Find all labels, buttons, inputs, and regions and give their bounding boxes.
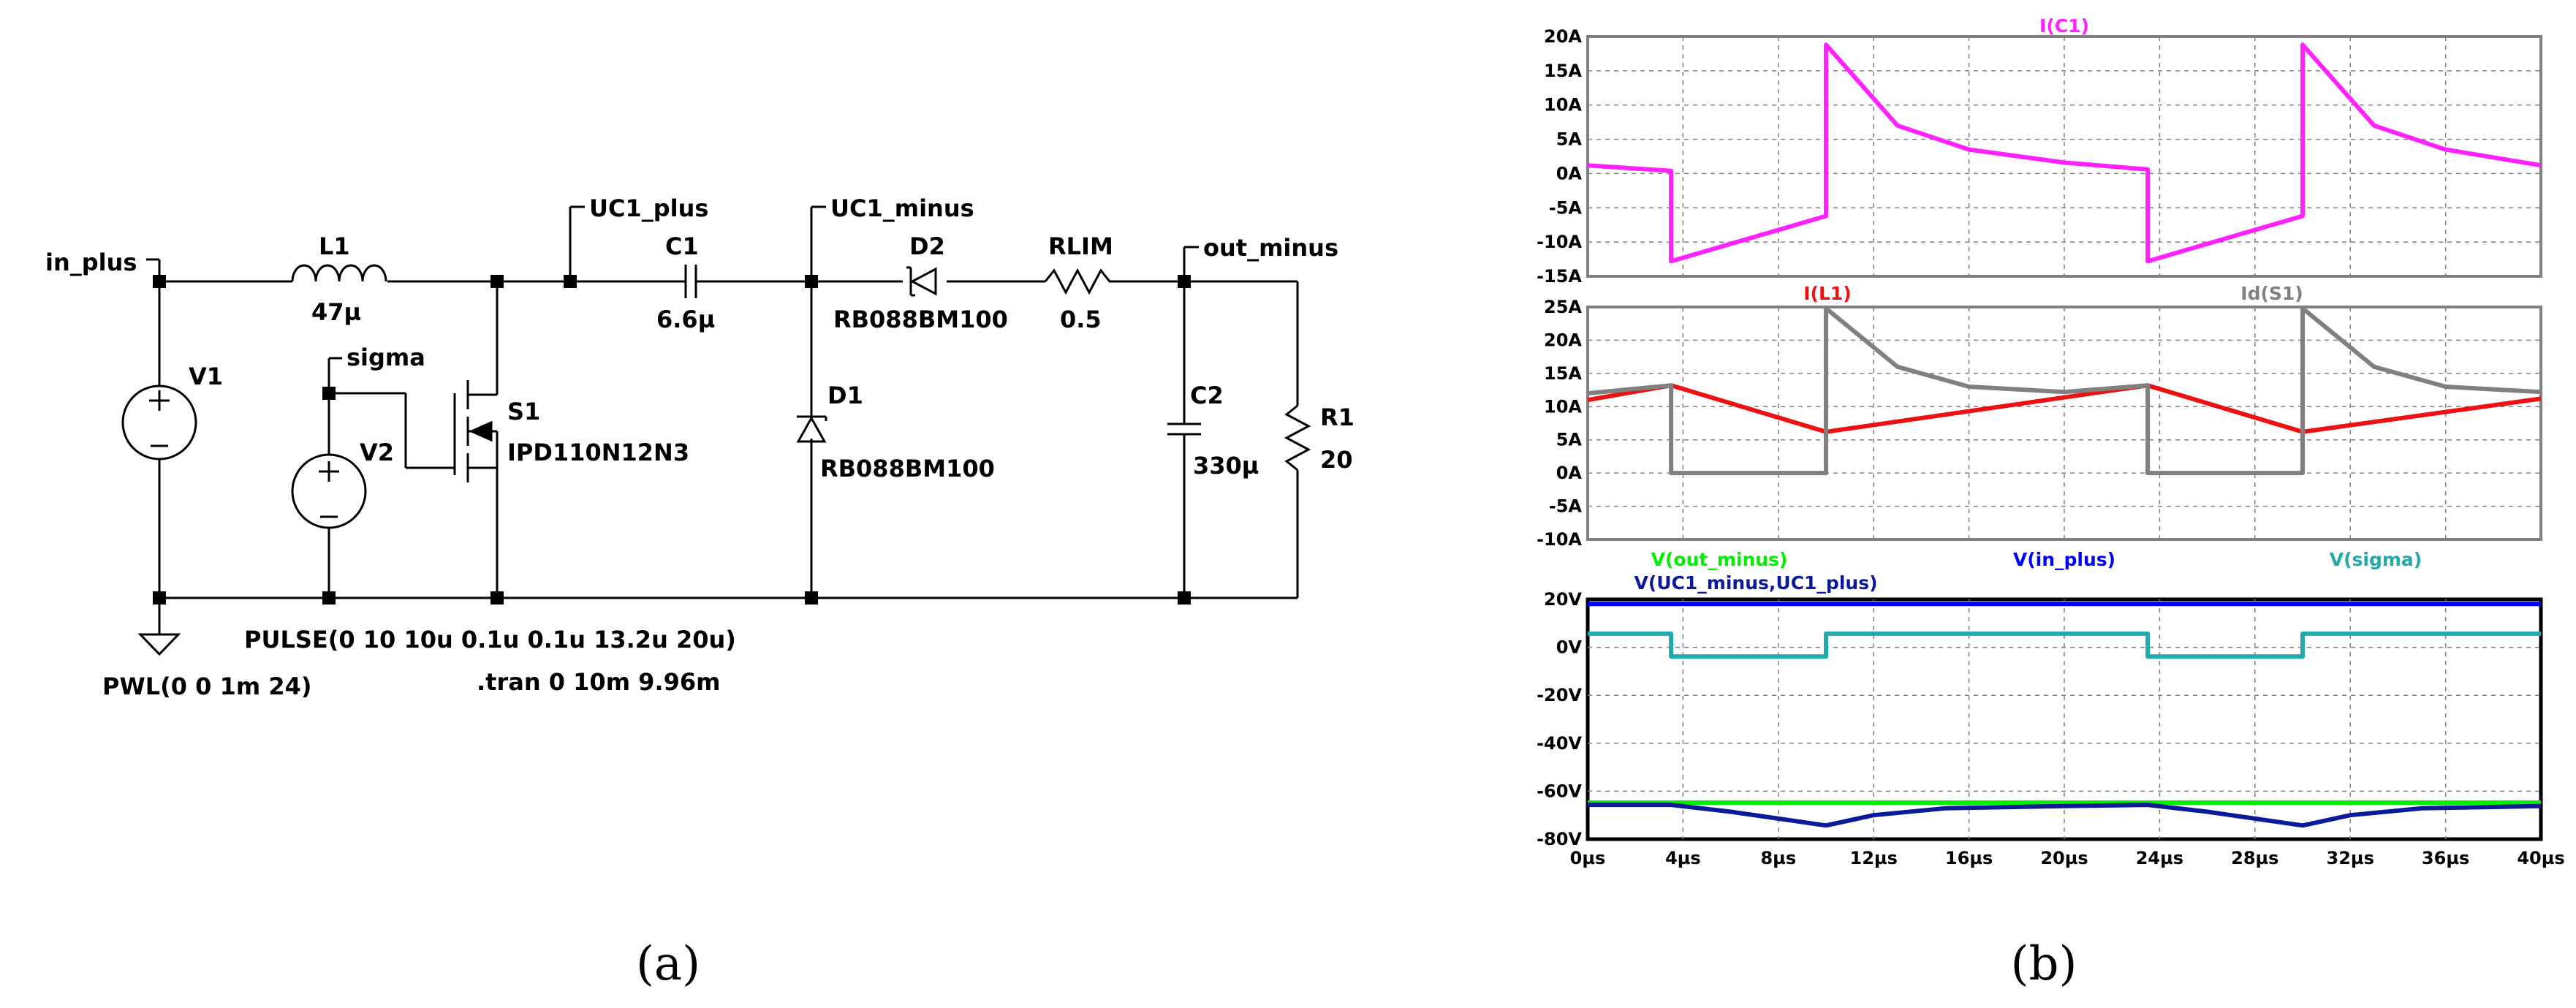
series-label: V(out_minus) — [1651, 549, 1788, 570]
tran-directive: .tran 0 10m 9.96m — [477, 668, 720, 696]
v2-name: V2 — [360, 439, 394, 466]
l1-value: 47µ — [311, 298, 361, 326]
series-label: I(L1) — [1803, 283, 1851, 304]
x-tick-label: 24µs — [2136, 848, 2183, 868]
net-label-out-minus: out_minus — [1203, 234, 1338, 262]
rlim-value: 0.5 — [1060, 306, 1102, 333]
d2-name: D2 — [909, 232, 945, 260]
s1-name: S1 — [507, 398, 540, 425]
c2-name: C2 — [1190, 382, 1224, 409]
d2-value: RB088BM100 — [833, 306, 1008, 333]
series-label: V(sigma) — [2330, 549, 2422, 570]
x-tick-label: 16µs — [1945, 848, 1993, 868]
y-tick-label: -80V — [1537, 829, 1582, 849]
plot-pane-il1-ids1: 25A 20A 15A 10A 5A 0A -5A -10A I(L1) Id(S1) — [1537, 283, 2542, 550]
series-label: V(UC1_minus,UC1_plus) — [1634, 572, 1877, 594]
x-tick-label: 28µs — [2231, 848, 2278, 868]
junction-dots — [153, 275, 1191, 605]
rlim-resistor — [1044, 268, 1118, 295]
v2-source — [291, 453, 367, 529]
r1-name: R1 — [1320, 403, 1355, 431]
x-tick-label: 12µs — [1850, 848, 1898, 868]
plot-frame — [1586, 35, 2542, 278]
plot-pane-ic1: 20A 15A 10A 5A 0A -5A -10A -15A I(C1) — [1537, 15, 2542, 287]
d1-value: RB088BM100 — [820, 455, 995, 482]
l1-inductor — [291, 264, 387, 282]
c1-name: C1 — [665, 232, 699, 260]
y-tick-label: -5A — [1549, 496, 1583, 517]
y-tick-label: 15A — [1544, 61, 1582, 81]
y-tick-label: 0A — [1556, 163, 1583, 183]
d1-diode — [796, 415, 827, 443]
c1-value: 6.6µ — [656, 306, 715, 333]
series-label: I(C1) — [2039, 15, 2089, 37]
ground-symbol — [137, 633, 181, 656]
y-tick-label: 10A — [1544, 396, 1582, 417]
plot-pane-voltages: 20V 0V -20V -40V -60V -80V V(out_minus) V(in_pl… — [1537, 549, 2565, 868]
r1-resistor — [1284, 404, 1311, 471]
series-line — [1588, 803, 2542, 828]
l1-name: L1 — [319, 232, 350, 260]
r1-value: 20 — [1320, 446, 1353, 474]
x-tick-label: 20µs — [2040, 848, 2088, 868]
x-tick-label: 8µs — [1760, 848, 1796, 868]
x-tick-label: 40µs — [2517, 848, 2564, 868]
y-tick-label: 15A — [1544, 363, 1582, 384]
y-tick-label: 20A — [1544, 26, 1582, 47]
y-tick-label: -15A — [1537, 266, 1582, 287]
y-tick-label: -10A — [1537, 232, 1582, 252]
s1-value: IPD110N12N3 — [507, 439, 689, 466]
x-tick-label: 4µs — [1665, 848, 1701, 868]
s1-body-arrow — [469, 420, 493, 442]
y-tick-label: 10A — [1544, 95, 1582, 115]
y-tick-label: 20V — [1544, 589, 1582, 610]
y-tick-label: 0A — [1556, 463, 1583, 483]
caption-a: (a) — [636, 937, 700, 991]
plot-frame — [1586, 597, 2543, 841]
y-tick-label: 20A — [1544, 330, 1582, 350]
x-tick-label: 0µs — [1570, 848, 1606, 868]
rlim-name: RLIM — [1048, 232, 1113, 260]
y-tick-label: -5A — [1549, 197, 1583, 218]
pulse-directive: PULSE(0 10 10u 0.1u 0.1u 13.2u 20u) — [244, 626, 736, 653]
y-tick-label: -60V — [1537, 781, 1582, 801]
net-label-uc1-minus: UC1_minus — [830, 194, 974, 222]
circuit-schematic — [121, 205, 1311, 656]
series-line — [1587, 42, 2542, 264]
y-tick-label: 5A — [1556, 129, 1583, 150]
net-label-sigma: sigma — [346, 344, 425, 371]
net-label-uc1-plus: UC1_plus — [589, 194, 708, 222]
v1-name: V1 — [189, 363, 223, 390]
d1-name: D1 — [827, 382, 863, 409]
series-label: V(in_plus) — [2013, 549, 2115, 570]
series-label: Id(S1) — [2240, 283, 2303, 304]
pwl-directive: PWL(0 0 1m 24) — [102, 672, 311, 700]
y-tick-label: -10A — [1537, 529, 1582, 550]
series-line — [1587, 306, 2542, 476]
y-tick-label: -40V — [1537, 733, 1582, 754]
c2-value: 330µ — [1193, 452, 1259, 480]
x-tick-label: 36µs — [2422, 848, 2469, 868]
d2-diode — [909, 267, 937, 296]
y-tick-label: 5A — [1556, 430, 1583, 450]
caption-b: (b) — [2011, 937, 2077, 991]
x-tick-label: 32µs — [2327, 848, 2374, 868]
net-label-in-plus: in_plus — [45, 249, 137, 276]
series-line — [1588, 631, 2541, 659]
v1-source — [121, 384, 197, 461]
y-tick-label: 25A — [1544, 297, 1582, 317]
y-tick-label: -20V — [1537, 685, 1582, 705]
y-tick-label: 0V — [1556, 637, 1583, 658]
